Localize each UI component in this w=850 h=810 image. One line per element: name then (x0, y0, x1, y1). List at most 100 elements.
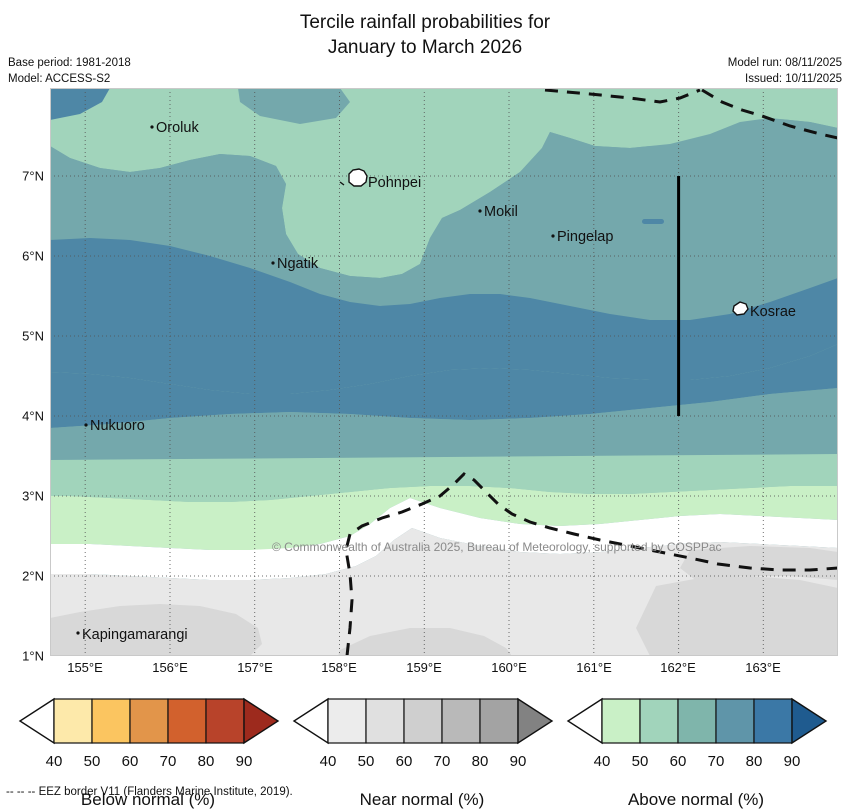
colorbar-above-normal: 40 50 60 70 80 90 Above normal (%) (562, 697, 830, 810)
xtick-161e: 161°E (576, 660, 612, 675)
marker-pingelap (551, 234, 555, 238)
colorbar-near-tick-70: 70 (433, 753, 451, 770)
swatch-below-60-70 (129, 698, 169, 744)
model-run-label: Model run: 08/11/2025 (727, 57, 842, 69)
fill-above-70-80-north-b (238, 88, 350, 124)
swatch-above-60-70 (677, 698, 717, 744)
ytick-5n: 5°N (22, 328, 44, 344)
xtick-163e: 163°E (745, 660, 781, 675)
swatch-below-70-80 (167, 698, 207, 744)
colorbar-near-normal-swatches (292, 697, 554, 745)
place-label-oroluk: Oroluk (156, 120, 199, 136)
issued-label: Issued: 10/11/2025 (745, 73, 842, 85)
swatch-near-50-60 (365, 698, 405, 744)
colorbar-above-over-arrow (791, 697, 828, 745)
fill-near-50-60-mid (338, 628, 512, 656)
place-label-pingelap: Pingelap (557, 229, 613, 245)
xtick-158e: 158°E (321, 660, 357, 675)
marker-oroluk (150, 125, 154, 129)
fill-above-50-60-northeast (630, 88, 838, 146)
colorbar-above-tick-80: 80 (745, 753, 763, 770)
colorbar-near-tick-60: 60 (395, 753, 413, 770)
plot-border (50, 88, 838, 656)
ytick-1n: 1°N (22, 648, 44, 664)
marker-nukuoro (84, 423, 88, 427)
xtick-155e: 155°E (67, 660, 103, 675)
tercile-probability-map: Oroluk Pohnpei Mokil Pingelap Ngatik Kos… (50, 88, 838, 656)
fill-above-40-50-south (50, 486, 838, 550)
eez-border-line (344, 88, 838, 656)
metadata-left: Base period: 1981-2018 Model: ACCESS-S2 (8, 55, 131, 87)
colorbar-above-tick-50: 50 (631, 753, 649, 770)
colorbar-above-normal-swatches (566, 697, 828, 745)
colorbar-below-under-arrow (18, 697, 55, 745)
fill-near-50-60-east (636, 576, 838, 656)
fill-above-50-60-south (50, 454, 838, 502)
fill-above-60-70-mid (50, 118, 838, 288)
xtick-159e: 159°E (406, 660, 442, 675)
colorbar-near-under-arrow (292, 697, 329, 745)
colorbar-near-tick-50: 50 (357, 753, 375, 770)
fill-above-70-80-north-a (50, 88, 110, 120)
map-svg: Oroluk Pohnpei Mokil Pingelap Ngatik Kos… (50, 88, 838, 656)
swatch-above-50-60 (639, 698, 679, 744)
title-line-1: Tercile rainfall probabilities for (299, 12, 551, 33)
colorbar-below-tick-40: 40 (45, 753, 63, 770)
feature-pingelap-patch (642, 219, 664, 224)
marker-ngatik (271, 261, 275, 265)
colorbar-below-tick-60: 60 (121, 753, 139, 770)
page-title: Tercile rainfall probabilities for Janua… (0, 10, 850, 60)
xtick-160e: 160°E (491, 660, 527, 675)
marker-pohnpei-tick (339, 181, 345, 186)
marker-pohnpei (348, 168, 368, 187)
fill-above-60-70-lower (50, 388, 838, 460)
colorbar-above-tick-90: 90 (783, 753, 801, 770)
colorbar-below-tick-70: 70 (159, 753, 177, 770)
place-label-kapingamarangi: Kapingamarangi (82, 627, 188, 643)
colorbar-near-tick-90: 90 (509, 753, 527, 770)
swatch-below-50-60 (91, 698, 131, 744)
fill-near-50-60-west (50, 604, 262, 656)
eez-footnote: -- -- -- EEZ border V11 (Flanders Marine… (6, 786, 293, 798)
xtick-157e: 157°E (237, 660, 273, 675)
map-gridlines (50, 88, 838, 656)
metadata-right: Model run: 08/11/2025 Issued: 10/11/2025 (728, 55, 842, 87)
colorbar-near-over-arrow (517, 697, 554, 745)
swatch-below-40-50 (53, 698, 93, 744)
swatch-near-70-80 (441, 698, 481, 744)
xtick-156e: 156°E (152, 660, 188, 675)
model-label: Model: ACCESS-S2 (8, 73, 111, 85)
xtick-162e: 162°E (660, 660, 696, 675)
swatch-below-80-90 (205, 698, 245, 744)
colorbar-above-under-arrow (566, 697, 603, 745)
fill-above-70-80-lower-band (50, 344, 838, 428)
swatch-above-80-90 (753, 698, 793, 744)
swatch-near-60-70 (403, 698, 443, 744)
copyright-watermark: © Commonwealth of Australia 2025, Bureau… (272, 540, 722, 554)
colorbar-above-title: Above normal (%) (627, 790, 765, 809)
colorbar-below-over-arrow (243, 697, 280, 745)
ytick-2n: 2°N (22, 568, 44, 584)
swatch-above-70-80 (715, 698, 755, 744)
swatch-near-40-50 (327, 698, 367, 744)
fill-above-70-80-main-band (50, 238, 838, 394)
place-label-pohnpei: Pohnpei (368, 175, 421, 191)
colorbar-near-tick-40: 40 (319, 753, 337, 770)
place-labels: Oroluk Pohnpei Mokil Pingelap Ngatik Kos… (82, 120, 796, 643)
place-label-mokil: Mokil (484, 204, 518, 220)
colorbar-near-title: Near normal (%) (359, 790, 485, 809)
colorbar-near-tick-80: 80 (471, 753, 489, 770)
colorbar-below-normal-swatches (18, 697, 280, 745)
marker-kapingamarangi (76, 631, 80, 635)
ytick-6n: 6°N (22, 248, 44, 264)
colorbar-above-ticks: 40 50 60 70 80 90 (562, 753, 830, 771)
ytick-4n: 4°N (22, 408, 44, 424)
title-line-2: January to March 2026 (327, 37, 523, 58)
colorbar-below-tick-90: 90 (235, 753, 253, 770)
colorbar-above-tick-60: 60 (669, 753, 687, 770)
colorbar-below-normal: 40 50 60 70 80 90 Below normal (%) (14, 697, 282, 810)
colorbar-near-normal: 40 50 60 70 80 90 Near normal (%) (288, 697, 556, 810)
ytick-3n: 3°N (22, 488, 44, 504)
colorbar-below-ticks: 40 50 60 70 80 90 (14, 753, 282, 771)
swatch-above-40-50 (601, 698, 641, 744)
